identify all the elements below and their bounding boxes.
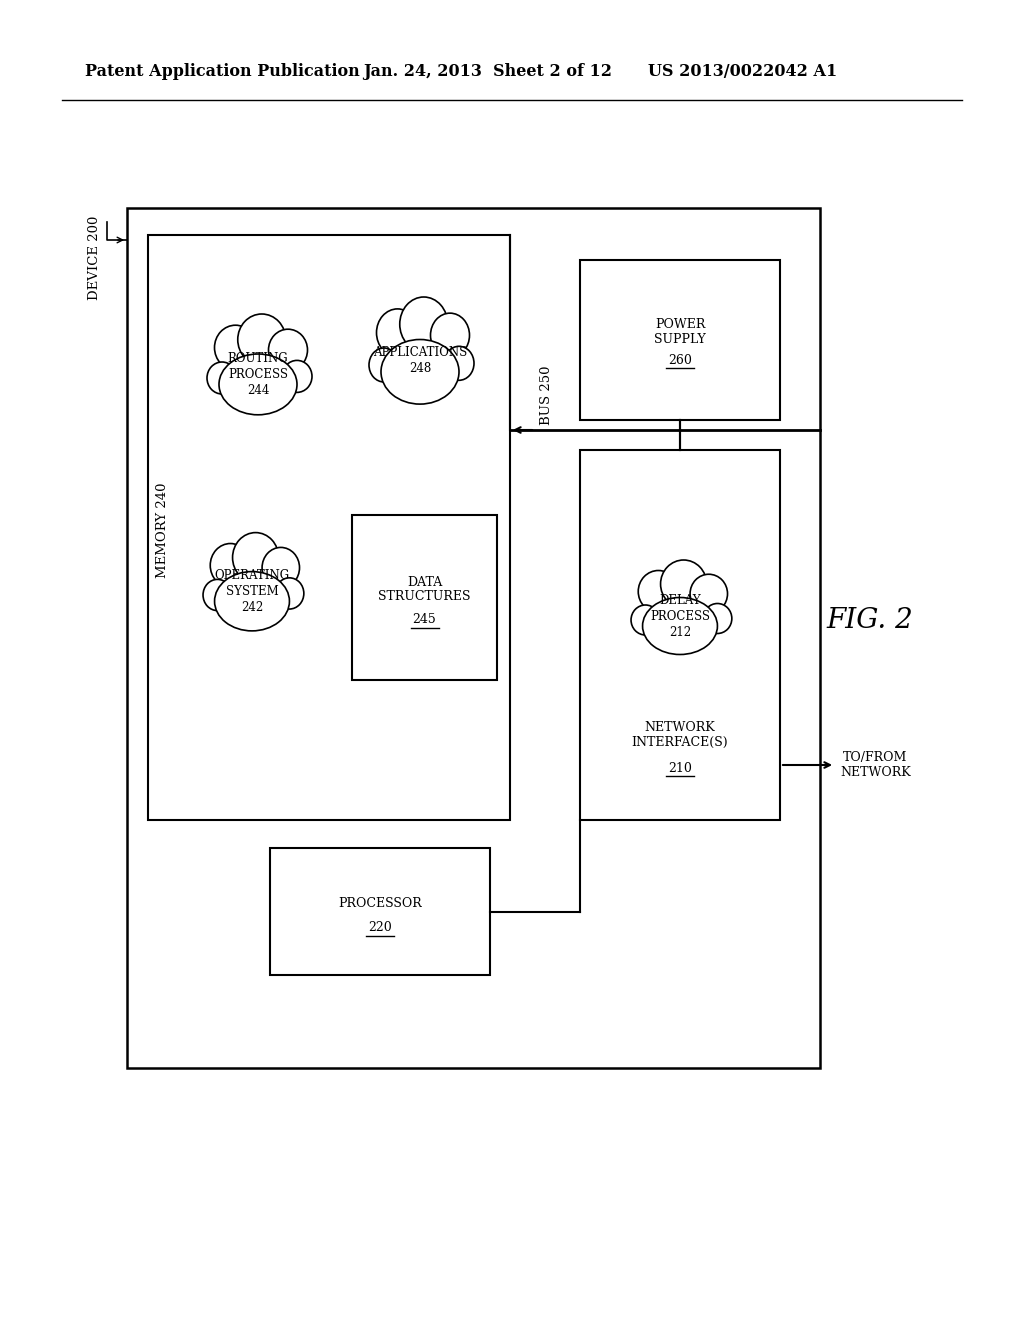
Text: 210: 210 bbox=[668, 762, 692, 775]
Text: BUS 250: BUS 250 bbox=[540, 366, 553, 425]
Ellipse shape bbox=[638, 570, 679, 612]
Text: DELAY
PROCESS
212: DELAY PROCESS 212 bbox=[650, 594, 710, 639]
Text: 220: 220 bbox=[368, 921, 392, 935]
Ellipse shape bbox=[690, 574, 727, 614]
Ellipse shape bbox=[643, 598, 718, 655]
FancyBboxPatch shape bbox=[352, 515, 497, 680]
Text: POWER
SUPPLY: POWER SUPPLY bbox=[654, 318, 706, 346]
Text: US 2013/0022042 A1: US 2013/0022042 A1 bbox=[648, 63, 838, 81]
Text: MEMORY 240: MEMORY 240 bbox=[157, 482, 170, 578]
Ellipse shape bbox=[660, 560, 707, 609]
Text: Jan. 24, 2013  Sheet 2 of 12: Jan. 24, 2013 Sheet 2 of 12 bbox=[362, 63, 612, 81]
Ellipse shape bbox=[214, 325, 256, 370]
Ellipse shape bbox=[215, 572, 290, 631]
Text: FIG. 2: FIG. 2 bbox=[826, 606, 913, 634]
Text: OPERATING
SYSTEM
242: OPERATING SYSTEM 242 bbox=[214, 569, 290, 614]
Text: DEVICE 200: DEVICE 200 bbox=[88, 215, 101, 300]
Ellipse shape bbox=[238, 314, 286, 366]
Ellipse shape bbox=[640, 599, 720, 653]
Ellipse shape bbox=[377, 309, 419, 356]
Ellipse shape bbox=[212, 573, 292, 630]
Ellipse shape bbox=[381, 339, 459, 404]
Ellipse shape bbox=[631, 605, 659, 635]
Ellipse shape bbox=[268, 329, 307, 371]
Ellipse shape bbox=[262, 548, 299, 587]
Text: NETWORK
INTERFACE(S): NETWORK INTERFACE(S) bbox=[632, 721, 728, 748]
Ellipse shape bbox=[207, 362, 237, 393]
Ellipse shape bbox=[703, 603, 732, 634]
Ellipse shape bbox=[275, 578, 304, 609]
Ellipse shape bbox=[217, 355, 299, 413]
Ellipse shape bbox=[444, 346, 474, 380]
Text: APPLICATIONS
248: APPLICATIONS 248 bbox=[373, 346, 467, 375]
Text: ROUTING
PROCESS
244: ROUTING PROCESS 244 bbox=[227, 351, 289, 396]
Ellipse shape bbox=[282, 360, 312, 392]
Ellipse shape bbox=[219, 354, 297, 414]
Ellipse shape bbox=[210, 544, 251, 587]
Ellipse shape bbox=[399, 297, 447, 351]
Text: 260: 260 bbox=[668, 354, 692, 367]
FancyBboxPatch shape bbox=[580, 450, 780, 820]
FancyBboxPatch shape bbox=[270, 847, 490, 975]
Ellipse shape bbox=[203, 579, 231, 611]
Text: PROCESSOR: PROCESSOR bbox=[338, 898, 422, 909]
Text: Patent Application Publication: Patent Application Publication bbox=[85, 63, 359, 81]
Ellipse shape bbox=[369, 348, 399, 381]
Ellipse shape bbox=[379, 341, 461, 403]
FancyBboxPatch shape bbox=[127, 209, 820, 1068]
FancyBboxPatch shape bbox=[148, 235, 510, 820]
FancyBboxPatch shape bbox=[580, 260, 780, 420]
Text: DATA
STRUCTURES: DATA STRUCTURES bbox=[378, 576, 471, 603]
Text: TO/FROM
NETWORK: TO/FROM NETWORK bbox=[840, 751, 910, 779]
Text: 245: 245 bbox=[413, 612, 436, 626]
Ellipse shape bbox=[430, 313, 469, 358]
Ellipse shape bbox=[232, 532, 279, 582]
